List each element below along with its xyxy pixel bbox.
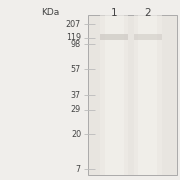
Bar (134, 15, 162, 175)
Text: KDa: KDa (41, 8, 60, 17)
Bar (88, 15, 177, 175)
Bar (100, 34, 128, 40)
Text: 2: 2 (144, 8, 151, 18)
Text: 29: 29 (71, 105, 81, 114)
Text: 1: 1 (111, 8, 118, 18)
Bar (138, 15, 157, 175)
Text: 7: 7 (76, 165, 81, 174)
Text: 207: 207 (66, 20, 81, 29)
Bar (100, 15, 128, 175)
Bar (134, 34, 162, 40)
Text: 98: 98 (71, 40, 81, 49)
Bar (105, 15, 124, 175)
Text: 20: 20 (71, 130, 81, 139)
Text: 37: 37 (71, 91, 81, 100)
Text: 119: 119 (66, 33, 81, 42)
Text: 57: 57 (71, 65, 81, 74)
